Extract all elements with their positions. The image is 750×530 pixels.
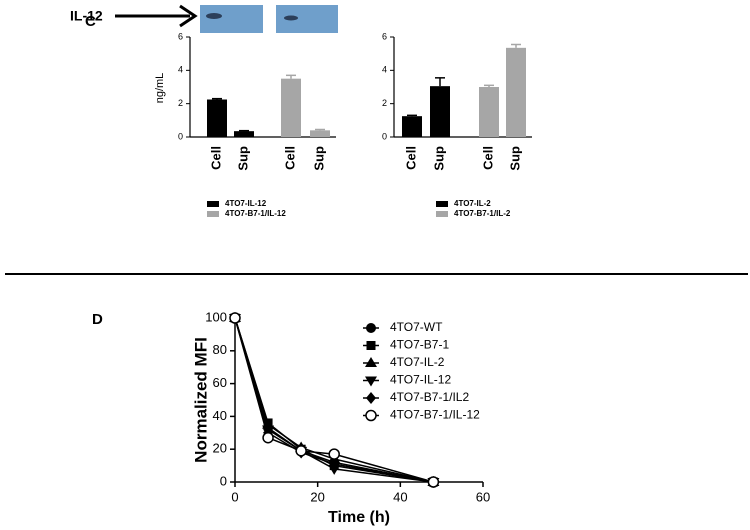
error-bar — [484, 84, 494, 87]
y-tick-label: 0 — [220, 473, 227, 488]
bar — [506, 47, 526, 138]
legend-swatch — [436, 211, 448, 217]
error-bar — [315, 128, 325, 131]
legend-swatch — [207, 211, 219, 217]
marker — [427, 476, 440, 488]
legend-label: 4TO7-WT — [390, 320, 443, 334]
error-bar — [239, 129, 249, 132]
legend-marker — [365, 409, 377, 422]
y-tick-label: 6 — [178, 31, 183, 41]
legend-marker — [365, 357, 377, 367]
x-tick-label: Cell — [403, 146, 418, 170]
y-tick-label: 0 — [178, 131, 183, 141]
x-tick-label: Sup — [311, 146, 326, 171]
y-tick-label: 0 — [382, 131, 387, 141]
legend-swatch — [207, 201, 219, 207]
x-tick-label: Sup — [431, 146, 446, 171]
y-tick-label: 100 — [205, 309, 227, 324]
legend-label: 4TO7-B7-1 — [390, 338, 449, 352]
x-tick-label: 20 — [310, 489, 324, 504]
marker — [295, 445, 307, 457]
y-axis-label: Normalized MFI — [191, 337, 210, 463]
y-tick-label: 2 — [382, 98, 387, 108]
bar — [310, 130, 330, 137]
x-axis-label: Time (h) — [328, 509, 390, 526]
blot-band — [206, 13, 222, 19]
y-tick-label: 20 — [213, 441, 227, 456]
bar — [402, 116, 422, 137]
legend-label: 4TO7-B7-1/IL-12 — [390, 408, 480, 422]
y-tick-label: 80 — [213, 342, 227, 357]
x-tick-label: Sup — [235, 146, 250, 171]
marker — [328, 448, 340, 460]
legend-label: 4TO7-IL-12 — [390, 373, 451, 387]
blot-image — [200, 5, 263, 33]
legend-label: 4TO7-B7-1/IL-2 — [454, 209, 511, 218]
error-bar — [212, 97, 222, 100]
bar — [479, 87, 499, 137]
panel-label: D — [92, 311, 103, 328]
blot-label: IL-12 — [70, 8, 103, 24]
y-tick-label: 4 — [178, 65, 183, 75]
error-bar — [435, 77, 445, 87]
bar — [234, 131, 254, 137]
legend-label: 4TO7-IL-2 — [390, 355, 445, 369]
x-tick-label: Cell — [480, 146, 495, 170]
x-tick-label: 40 — [393, 489, 407, 504]
x-tick-label: Cell — [208, 146, 223, 170]
x-tick-label: 0 — [231, 489, 238, 504]
error-bar — [511, 43, 521, 48]
y-tick-label: 60 — [213, 375, 227, 390]
legend-marker — [366, 341, 376, 350]
legend-marker — [365, 376, 377, 387]
marker — [262, 431, 274, 444]
legend-marker — [366, 323, 376, 333]
x-tick-label: 60 — [476, 489, 490, 504]
x-tick-label: Sup — [507, 146, 522, 171]
error-bar — [286, 74, 296, 79]
y-tick-label: 4 — [382, 65, 387, 75]
legend-marker — [366, 392, 376, 404]
y-tick-label: 6 — [382, 31, 387, 41]
panel-label: C — [85, 13, 96, 30]
legend-swatch — [436, 201, 448, 207]
legend-label: 4TO7-B7-1/IL2 — [390, 390, 469, 404]
x-tick-label: Cell — [282, 146, 297, 170]
error-bar — [407, 114, 417, 117]
legend-label: 4TO7-B7-1/IL-12 — [225, 209, 286, 218]
bar — [281, 78, 301, 137]
legend-label: 4TO7-IL-12 — [225, 199, 267, 208]
bar — [207, 99, 227, 137]
legend-label: 4TO7-IL-2 — [454, 199, 491, 208]
bar — [430, 86, 450, 137]
y-tick-label: 2 — [178, 98, 183, 108]
marker — [329, 457, 340, 470]
blot-band — [284, 15, 298, 21]
y-tick-label: 40 — [213, 408, 227, 423]
arrow-head — [179, 4, 198, 28]
marker — [229, 312, 241, 324]
y-axis-label: ng/mL — [154, 73, 166, 104]
